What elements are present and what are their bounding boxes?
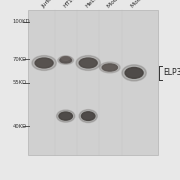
- Ellipse shape: [122, 65, 146, 81]
- Ellipse shape: [102, 64, 118, 71]
- Ellipse shape: [62, 57, 70, 60]
- Ellipse shape: [35, 58, 53, 68]
- Text: Mouse thymus: Mouse thymus: [106, 0, 140, 9]
- Text: 40KD: 40KD: [13, 123, 27, 129]
- Ellipse shape: [60, 56, 71, 61]
- Ellipse shape: [59, 112, 72, 120]
- Ellipse shape: [79, 110, 97, 123]
- Text: ELP3: ELP3: [163, 68, 180, 77]
- Ellipse shape: [76, 56, 100, 70]
- Ellipse shape: [57, 110, 75, 122]
- Ellipse shape: [125, 68, 143, 78]
- Ellipse shape: [60, 58, 72, 63]
- Ellipse shape: [79, 58, 97, 68]
- FancyBboxPatch shape: [28, 10, 158, 155]
- Ellipse shape: [81, 112, 95, 120]
- Text: 70KD: 70KD: [13, 57, 27, 62]
- Ellipse shape: [32, 56, 56, 70]
- Text: HT1080: HT1080: [62, 0, 82, 9]
- Text: Mouse skeletal muscle: Mouse skeletal muscle: [130, 0, 180, 9]
- Ellipse shape: [58, 56, 74, 64]
- Text: Jurkat: Jurkat: [40, 0, 56, 9]
- Ellipse shape: [100, 62, 120, 73]
- Text: 55KD: 55KD: [13, 80, 27, 85]
- Text: HeLa: HeLa: [85, 0, 99, 9]
- Text: 100KD: 100KD: [13, 19, 30, 24]
